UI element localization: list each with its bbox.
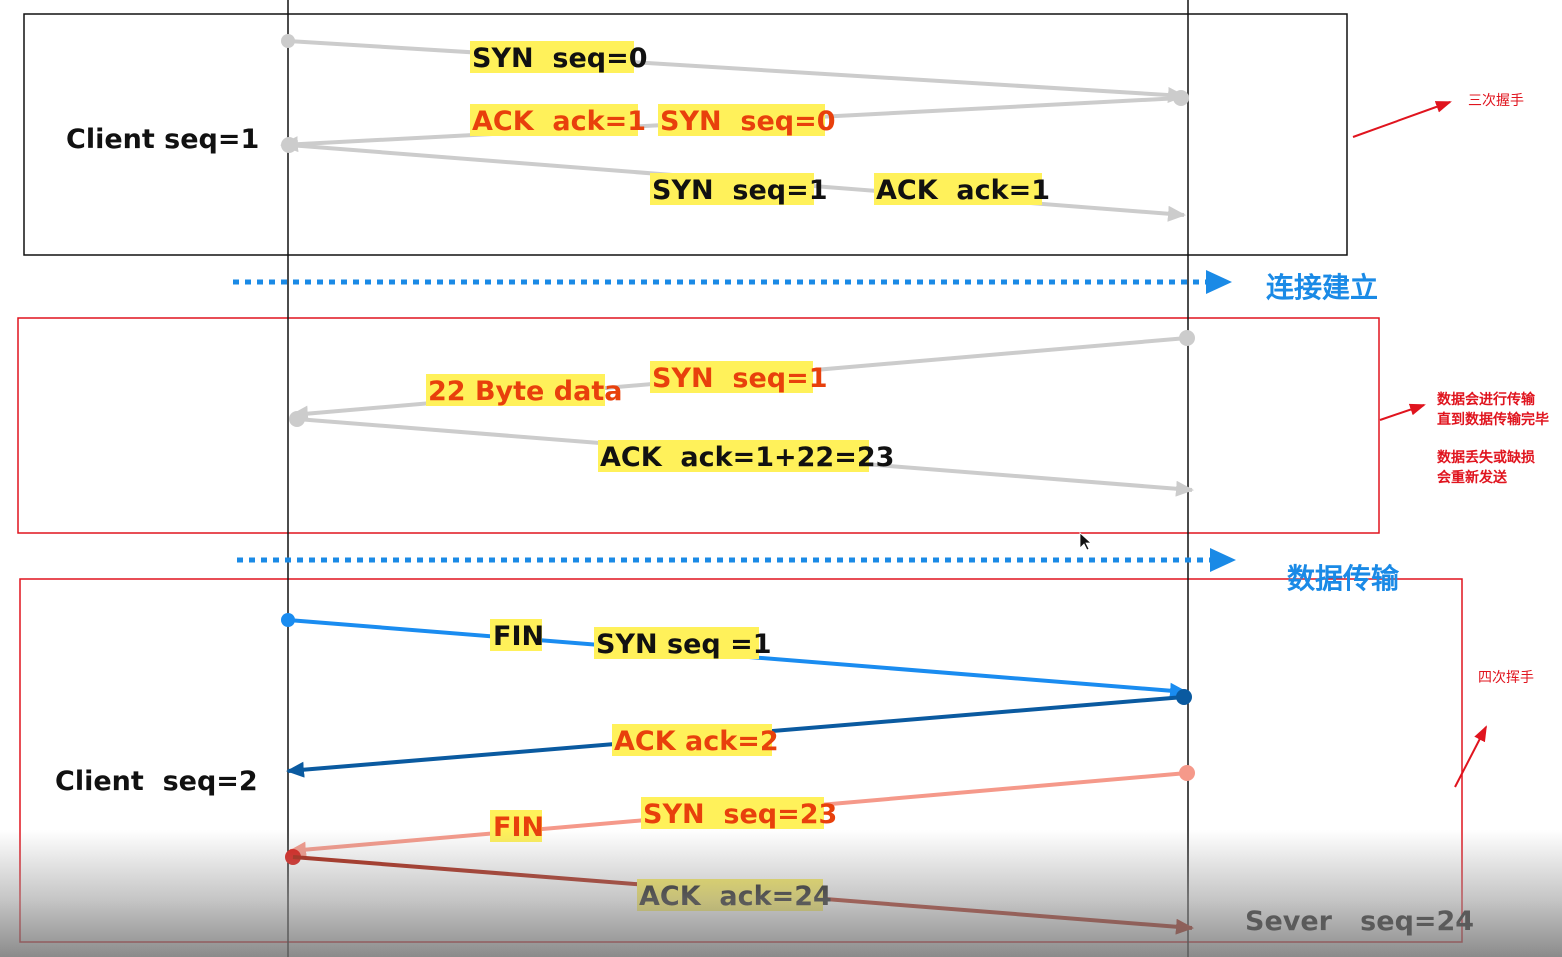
- hs-client-label: Client seq=1: [66, 124, 259, 155]
- tr-note-arrow: [1379, 403, 1426, 421]
- transfer-box: [17, 317, 1380, 534]
- hs-msg3a-highlight: [650, 173, 814, 205]
- td-msg1a-highlight: [490, 619, 542, 651]
- td-note-arrow: [1454, 725, 1487, 788]
- td-server-label: Sever seq=24: [1245, 906, 1474, 937]
- td-msg1a: FIN: [493, 621, 544, 652]
- td-note: 四次挥手: [1478, 670, 1534, 686]
- td-msg2-highlight: [612, 724, 772, 756]
- hs-note: 三次握手: [1468, 93, 1524, 109]
- hs-msg2a: ACK ack=1: [472, 106, 646, 137]
- tr-note-line2: 直到数据传输完毕: [1437, 411, 1549, 428]
- handshake-box: [23, 13, 1348, 256]
- td-msg4: ACK ack=24: [639, 881, 832, 912]
- transfer-label: 数据传输: [1287, 562, 1400, 595]
- td-client-label: Client seq=2: [55, 766, 258, 797]
- tr-note-line3: 数据丢失或缺损: [1437, 449, 1535, 466]
- tr-msg1b-highlight: [650, 361, 813, 393]
- hs-msg2b: SYN seq=0: [660, 106, 836, 137]
- td-msg3a: FIN: [493, 812, 544, 843]
- hs-msg2a-highlight: [470, 104, 638, 136]
- hs-msg2b-highlight: [658, 104, 825, 136]
- tr-msg1b: SYN seq=1: [652, 363, 828, 394]
- hs-msg3a: SYN seq=1: [652, 175, 828, 206]
- mouse-cursor-icon: [1079, 532, 1093, 551]
- hs-msg1: SYN seq=0: [472, 43, 648, 74]
- td-msg3b-highlight: [641, 797, 824, 829]
- td-msg1b: SYN seq =1: [596, 629, 772, 660]
- tr-msg1a: 22 Byte data: [428, 376, 622, 407]
- td-msg3b: SYN seq=23: [643, 799, 837, 830]
- hs-msg3b-highlight: [874, 173, 1042, 205]
- tr-msg2: ACK ack=1+22=23: [600, 442, 894, 473]
- tr-msg2-highlight: [598, 440, 869, 472]
- handshake-arrow-1: [287, 39, 1186, 104]
- tr-msg1a-highlight: [426, 374, 605, 406]
- td-msg2: ACK ack=2: [614, 726, 779, 757]
- tr-note-line1: 数据会进行传输: [1437, 391, 1536, 408]
- hs-note-arrow: [1352, 101, 1452, 138]
- hs-msg1-highlight: [470, 41, 634, 73]
- established-label: 连接建立: [1266, 271, 1378, 304]
- tr-note-line4: 会重新发送: [1437, 469, 1508, 486]
- td-msg1b-highlight: [594, 627, 759, 659]
- hs-msg3b: ACK ack=1: [876, 175, 1050, 206]
